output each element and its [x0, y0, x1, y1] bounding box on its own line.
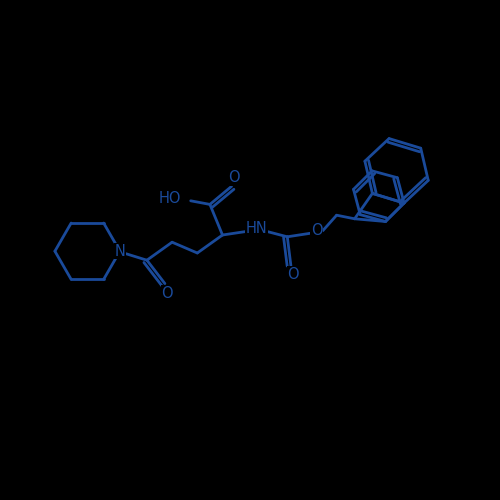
Text: O: O [288, 267, 299, 282]
Text: O: O [228, 170, 240, 185]
Text: O: O [162, 286, 173, 301]
Text: HO: HO [158, 191, 180, 206]
Text: N: N [114, 244, 126, 258]
Text: O: O [311, 223, 322, 238]
Text: HN: HN [246, 222, 268, 236]
